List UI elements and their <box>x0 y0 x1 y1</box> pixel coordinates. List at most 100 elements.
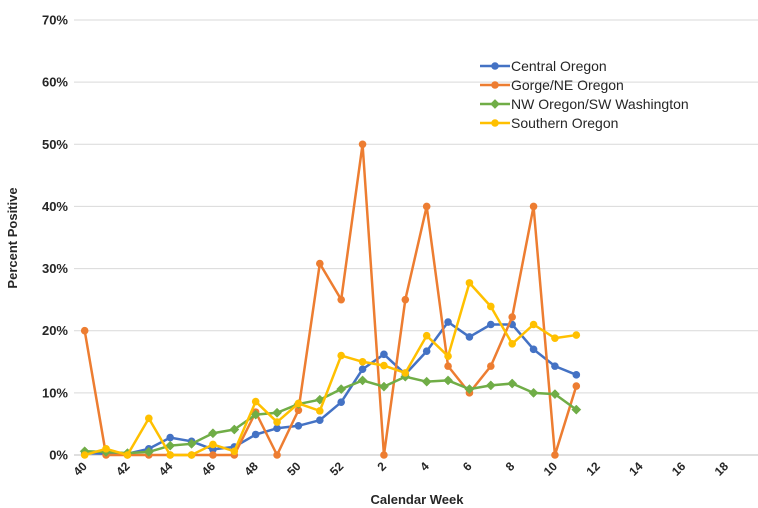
data-point-southern-oregon <box>422 331 431 340</box>
data-point-southern-oregon <box>316 407 324 415</box>
data-point-nw-oregon-sw-washington <box>229 424 240 435</box>
data-point-gorge-ne-oregon <box>273 451 281 459</box>
data-point-central-oregon <box>166 433 174 442</box>
legend-marker <box>491 62 499 70</box>
data-point-gorge-ne-oregon <box>380 451 388 459</box>
data-point-southern-oregon <box>251 397 260 406</box>
data-point-nw-oregon-sw-washington <box>272 407 283 418</box>
data-point-southern-oregon <box>337 351 345 360</box>
data-point-gorge-ne-oregon <box>529 202 538 211</box>
data-point-southern-oregon <box>529 320 538 329</box>
data-point-central-oregon <box>422 347 431 356</box>
data-point-southern-oregon <box>401 369 410 377</box>
x-tick-label: 48 <box>241 459 261 479</box>
data-point-nw-oregon-sw-washington <box>207 428 218 439</box>
data-point-southern-oregon <box>102 444 110 453</box>
x-tick-label: 42 <box>113 459 133 479</box>
data-point-southern-oregon <box>294 399 303 408</box>
x-tick-label: 4 <box>417 459 432 474</box>
x-tick-label: 2 <box>374 459 389 474</box>
series-line-nw-oregon-sw-washington <box>84 375 578 455</box>
data-point-southern-oregon <box>572 331 581 339</box>
data-point-gorge-ne-oregon <box>209 451 217 459</box>
data-point-southern-oregon <box>123 451 132 459</box>
data-point-nw-oregon-sw-washington <box>336 384 347 395</box>
data-point-central-oregon <box>294 421 303 430</box>
x-tick-label: 18 <box>712 459 732 479</box>
legend-label: Central Oregon <box>511 58 607 74</box>
data-point-central-oregon <box>273 424 281 433</box>
x-tick-label: 16 <box>669 459 689 479</box>
legend-marker <box>491 119 499 127</box>
y-tick-label: 10% <box>42 385 68 400</box>
y-tick-labels: 0% 10% 20% 30% 40% 50% 60% 70% <box>42 13 68 463</box>
data-point-central-oregon <box>358 365 367 374</box>
data-point-central-oregon <box>465 333 474 341</box>
series-line-southern-oregon <box>84 281 577 457</box>
data-point-nw-oregon-sw-washington <box>528 387 539 398</box>
data-point-southern-oregon <box>487 302 495 311</box>
data-point-central-oregon <box>551 362 559 370</box>
data-point-nw-oregon-sw-washington <box>485 380 496 391</box>
y-tick-label: 70% <box>42 13 68 28</box>
legend: Central Oregon Gorge/NE Oregon NW Oregon/S… <box>480 58 689 131</box>
data-point-southern-oregon <box>209 440 217 449</box>
legend-label: Southern Oregon <box>511 115 618 131</box>
data-point-central-oregon <box>316 416 324 425</box>
data-point-southern-oregon <box>230 447 239 456</box>
data-point-nw-oregon-sw-washington <box>443 375 454 386</box>
data-point-gorge-ne-oregon <box>551 451 559 459</box>
data-point-nw-oregon-sw-washington <box>571 404 582 415</box>
data-point-gorge-ne-oregon <box>487 362 495 370</box>
data-point-nw-oregon-sw-washington <box>549 389 560 400</box>
series-southern-oregon <box>80 279 581 459</box>
data-point-central-oregon <box>251 430 260 439</box>
data-point-gorge-ne-oregon <box>316 259 324 268</box>
data-point-southern-oregon <box>551 334 559 342</box>
legend-label: NW Oregon/SW Washington <box>511 96 689 112</box>
x-tick-label: 44 <box>156 459 176 479</box>
x-axis-title: Calendar Week <box>371 492 465 507</box>
legend-entry-southern-oregon: Southern Oregon <box>480 115 618 131</box>
y-tick-label: 0% <box>49 448 68 463</box>
data-point-central-oregon <box>380 350 388 359</box>
x-tick-label: 8 <box>503 459 518 474</box>
x-tick-label: 10 <box>541 459 561 479</box>
data-point-southern-oregon <box>273 418 281 426</box>
legend-marker <box>491 81 499 89</box>
legend-entry-gorge-ne-oregon: Gorge/NE Oregon <box>480 77 624 93</box>
data-point-gorge-ne-oregon <box>358 140 367 149</box>
series-layer <box>79 140 582 459</box>
y-tick-label: 50% <box>42 137 68 152</box>
x-tick-label: 46 <box>199 459 219 479</box>
data-point-southern-oregon <box>508 339 516 348</box>
data-point-central-oregon <box>487 320 495 329</box>
data-point-gorge-ne-oregon <box>508 313 516 321</box>
data-point-central-oregon <box>572 371 581 379</box>
data-point-nw-oregon-sw-washington <box>421 376 432 387</box>
data-point-gorge-ne-oregon <box>572 382 581 390</box>
data-point-central-oregon <box>337 398 345 406</box>
legend-entry-nw-oregon-sw-washington: NW Oregon/SW Washington <box>480 96 689 112</box>
x-tick-label: 12 <box>583 459 603 479</box>
data-point-nw-oregon-sw-washington <box>250 409 261 420</box>
x-tick-label: 14 <box>626 459 646 479</box>
data-point-southern-oregon <box>145 414 153 423</box>
data-point-nw-oregon-sw-washington <box>357 375 368 386</box>
y-tick-label: 60% <box>42 75 68 90</box>
x-tick-label: 50 <box>284 459 304 479</box>
y-tick-label: 30% <box>42 261 68 276</box>
x-tick-labels: 40 42 44 46 48 50 52 2 4 6 8 10 12 14 16 18 <box>70 459 731 479</box>
data-point-southern-oregon <box>166 451 174 459</box>
x-tick-label: 52 <box>327 459 347 479</box>
data-point-nw-oregon-sw-washington <box>378 381 389 392</box>
x-tick-label: 40 <box>70 459 90 479</box>
gridlines <box>74 19 758 394</box>
data-point-gorge-ne-oregon <box>80 326 89 335</box>
data-point-gorge-ne-oregon <box>401 295 410 304</box>
data-point-nw-oregon-sw-washington <box>165 440 176 451</box>
data-point-southern-oregon <box>358 357 367 366</box>
data-point-southern-oregon <box>187 451 196 459</box>
series-central-oregon <box>80 318 581 458</box>
